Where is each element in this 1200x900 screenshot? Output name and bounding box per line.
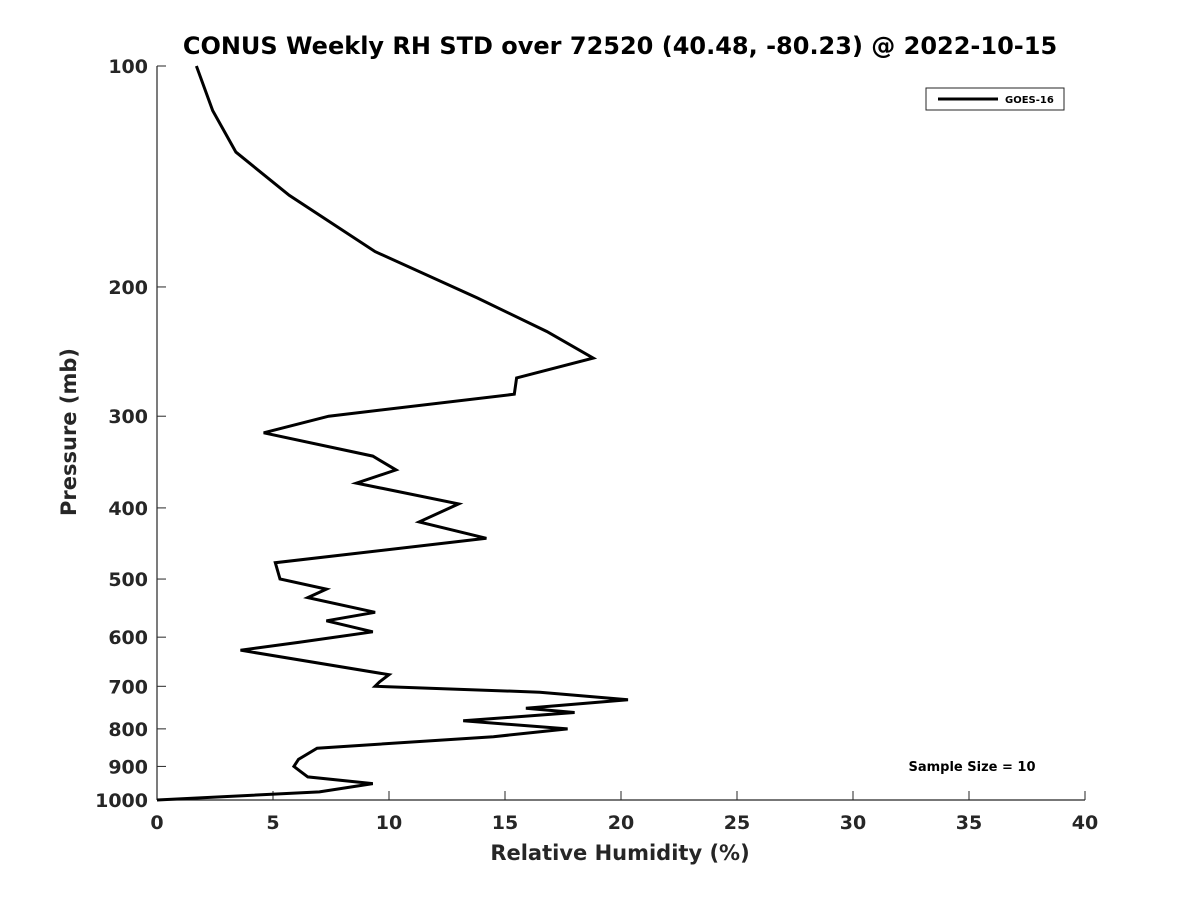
y-tick-label: 300 (108, 406, 148, 428)
y-tick-label: 600 (108, 627, 148, 649)
legend: GOES-16 (925, 87, 1065, 111)
x-tick-label: 35 (956, 812, 982, 834)
y-tick-label: 100 (108, 56, 148, 78)
x-tick-label: 25 (724, 812, 750, 834)
y-tick-label: 700 (108, 676, 148, 698)
y-tick-label: 800 (108, 719, 148, 741)
y-tick-label: 400 (108, 498, 148, 520)
y-tick-label: 500 (108, 569, 148, 591)
y-tick-label: 1000 (95, 790, 148, 812)
y-axis-label: Pressure (mb) (57, 348, 81, 516)
x-axis-label: Relative Humidity (%) (490, 841, 749, 865)
x-tick-label: 40 (1072, 812, 1098, 834)
x-tick-label: 10 (376, 812, 402, 834)
plot-lines (156, 65, 629, 802)
y-tick-label: 200 (108, 277, 148, 299)
legend-label: GOES-16 (1005, 95, 1054, 106)
x-tick-label: 5 (266, 812, 279, 834)
x-tick-label: 0 (150, 812, 163, 834)
x-tick-label: 15 (492, 812, 518, 834)
chart-title: CONUS Weekly RH STD over 72520 (40.48, -… (183, 32, 1057, 60)
series-line (156, 65, 629, 802)
sample-size-annotation: Sample Size = 10 (908, 760, 1035, 775)
x-tick-label: 30 (840, 812, 866, 834)
x-tick-label: 20 (608, 812, 634, 834)
axes: 0 5 10 15 20 25 30 35 40 100 200 300 400 500 600 700 800… (95, 56, 1098, 834)
y-tick-label: 900 (108, 756, 148, 778)
